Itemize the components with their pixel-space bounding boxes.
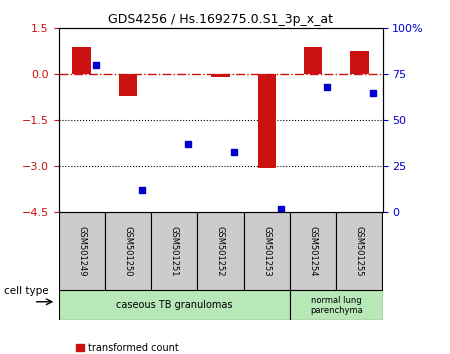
Bar — [290, 290, 382, 320]
Bar — [350, 51, 369, 74]
Title: GDS4256 / Hs.169275.0.S1_3p_x_at: GDS4256 / Hs.169275.0.S1_3p_x_at — [108, 13, 333, 26]
Bar — [243, 212, 290, 290]
Bar — [198, 212, 243, 290]
Text: GSM501254: GSM501254 — [309, 226, 318, 276]
Bar — [304, 47, 322, 74]
Text: GSM501252: GSM501252 — [216, 226, 225, 276]
Text: GSM501250: GSM501250 — [123, 226, 132, 276]
Bar — [336, 212, 382, 290]
Text: normal lung
parenchyma: normal lung parenchyma — [310, 296, 363, 315]
Bar — [211, 74, 230, 77]
Bar — [105, 212, 151, 290]
Text: GSM501249: GSM501249 — [77, 226, 86, 276]
Legend: transformed count, percentile rank within the sample: transformed count, percentile rank withi… — [72, 339, 257, 354]
Bar — [257, 74, 276, 168]
Bar — [58, 212, 105, 290]
Bar — [151, 212, 198, 290]
Text: GSM501251: GSM501251 — [170, 226, 179, 276]
Bar — [72, 47, 91, 74]
Text: GSM501253: GSM501253 — [262, 226, 271, 277]
Bar — [58, 290, 290, 320]
Bar — [290, 212, 336, 290]
Bar — [119, 74, 137, 96]
Text: caseous TB granulomas: caseous TB granulomas — [116, 300, 233, 310]
Text: GSM501255: GSM501255 — [355, 226, 364, 276]
Text: cell type: cell type — [4, 286, 49, 296]
